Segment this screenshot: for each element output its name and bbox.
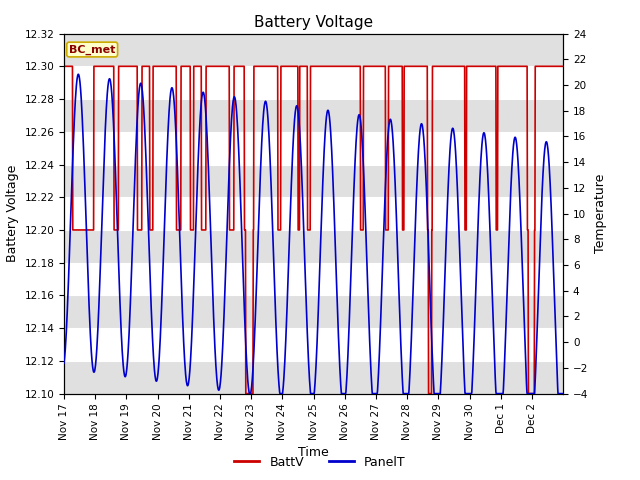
Bar bbox=[64, 99, 563, 132]
Bar bbox=[64, 361, 563, 394]
Bar bbox=[64, 295, 563, 328]
Bar bbox=[64, 165, 563, 197]
Y-axis label: Temperature: Temperature bbox=[594, 174, 607, 253]
X-axis label: Time: Time bbox=[298, 445, 329, 458]
Bar bbox=[64, 230, 563, 263]
Legend: BattV, PanelT: BattV, PanelT bbox=[229, 451, 411, 474]
Title: Battery Voltage: Battery Voltage bbox=[254, 15, 373, 30]
Bar bbox=[64, 34, 563, 66]
Y-axis label: Battery Voltage: Battery Voltage bbox=[6, 165, 19, 262]
Text: BC_met: BC_met bbox=[69, 44, 115, 55]
